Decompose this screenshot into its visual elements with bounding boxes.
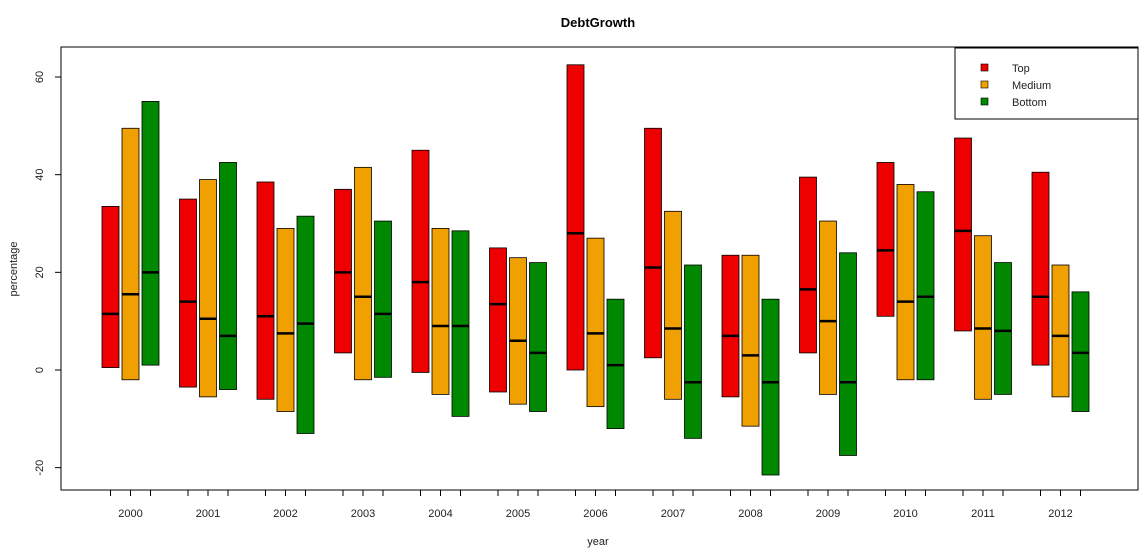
y-axis-label: percentage: [8, 241, 20, 296]
bar-top-2002: [256, 181, 275, 400]
bar-top-2012: [1031, 171, 1050, 366]
bar-medium-2000: [121, 127, 140, 381]
x-tick-label: 2004: [428, 508, 452, 520]
bar-medium-2009: [819, 220, 837, 395]
x-tick-label: 2011: [971, 508, 995, 520]
bar-medium-2012: [1051, 264, 1070, 398]
bar-top-2010: [876, 162, 895, 317]
bar-top-2004: [411, 149, 430, 373]
bar-bottom-2005: [529, 262, 547, 412]
bar-medium-2010: [896, 184, 915, 381]
bar-top-2008: [721, 254, 740, 398]
bar-top-2005: [489, 247, 507, 393]
bar-top-2011: [954, 137, 972, 332]
bar-medium-2006: [586, 237, 605, 408]
x-tick-label: 2002: [273, 508, 297, 520]
bar-top-2006: [566, 64, 585, 371]
bar-medium-2011: [974, 235, 992, 400]
bar-medium-2002: [276, 227, 295, 412]
x-tick-label: 2012: [1048, 508, 1072, 520]
bar-medium-2007: [664, 210, 682, 400]
legend-label-bottom: Bottom: [1012, 97, 1047, 109]
x-tick-label: 2000: [118, 508, 142, 520]
bar-bottom-2009: [839, 252, 857, 456]
bar-top-2000: [101, 206, 120, 368]
legend-label-top: Top: [1012, 63, 1030, 75]
bar-medium-2003: [354, 166, 372, 381]
legend: Top Medium Bottom: [954, 47, 1139, 120]
x-tick-label: 2003: [351, 508, 375, 520]
bar-top-2007: [644, 127, 662, 359]
bar-bottom-2010: [916, 191, 935, 381]
bar-bottom-2007: [684, 264, 702, 439]
legend-label-medium: Medium: [1012, 80, 1051, 92]
x-tick-label: 2005: [506, 508, 530, 520]
chart-title: DebtGrowth: [561, 15, 635, 30]
x-axis-label: year: [587, 536, 609, 548]
y-tick-label: 20: [34, 266, 46, 278]
bar-bottom-2001: [219, 162, 237, 390]
x-tick-label: 2007: [661, 508, 685, 520]
bar-medium-2005: [509, 257, 527, 405]
legend-swatch-bottom: [980, 97, 989, 106]
bar-medium-2001: [199, 179, 217, 398]
y-axis: -20 0 20 40 60: [34, 71, 62, 476]
x-tick-label: 2001: [196, 508, 220, 520]
legend-swatch-medium: [980, 80, 989, 89]
bar-top-2001: [179, 198, 197, 388]
y-tick-label: 0: [34, 367, 46, 373]
y-tick-label: -20: [34, 460, 46, 476]
x-tick-label: 2009: [816, 508, 840, 520]
bar-bottom-2000: [141, 101, 160, 366]
legend-swatch-top: [980, 63, 989, 72]
bars-layer: [101, 64, 1090, 476]
bar-top-2009: [799, 176, 817, 354]
y-tick-label: 40: [34, 169, 46, 181]
x-axis: 2000 2001 2002 2003 2004 2005 2006 2007 2008 2009…: [110, 489, 1081, 520]
bar-bottom-2003: [374, 220, 392, 378]
x-tick-label: 2010: [893, 508, 917, 520]
y-tick-label: 60: [34, 71, 46, 83]
bar-bottom-2004: [451, 230, 470, 417]
bar-bottom-2008: [761, 298, 780, 476]
bar-medium-2004: [431, 227, 450, 395]
bar-medium-2008: [741, 254, 760, 427]
x-tick-label: 2006: [583, 508, 607, 520]
bar-bottom-2011: [994, 262, 1012, 395]
x-tick-label: 2008: [738, 508, 762, 520]
